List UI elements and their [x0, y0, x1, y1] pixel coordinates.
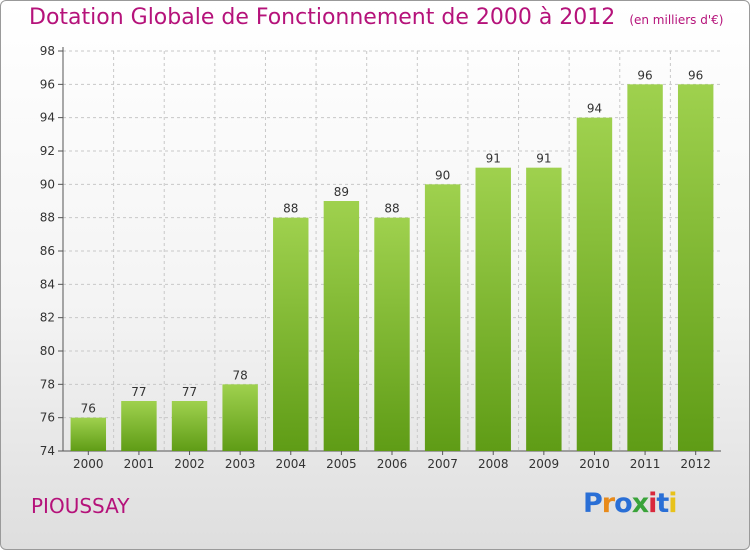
axes: 74 76 78 80 82 84 86 88 90 92 94 96 98 2000 2001 2002 20…	[40, 44, 721, 471]
bar-2006	[374, 217, 410, 451]
logo-letter: t	[656, 488, 669, 519]
data-label-2006: 88	[384, 202, 399, 216]
bar-2003	[222, 384, 258, 451]
data-labels: 76 77 77 78 88 89 88 90 91 91 94 96 96	[81, 68, 704, 415]
y-tick-label: 90	[40, 177, 55, 191]
x-tick-label-2011: 2011	[630, 457, 661, 471]
x-tick-label-2008: 2008	[478, 457, 509, 471]
data-label-2003: 78	[233, 368, 248, 382]
bar-2001	[121, 401, 157, 451]
y-tick-label: 98	[40, 44, 55, 58]
data-label-2001: 77	[131, 385, 146, 399]
x-tick-label-2009: 2009	[529, 457, 560, 471]
x-tick-label-2010: 2010	[579, 457, 610, 471]
data-label-2009: 91	[536, 152, 551, 166]
logo-letter: P	[583, 488, 603, 519]
x-tick-label-2000: 2000	[73, 457, 104, 471]
x-tick-label-2001: 2001	[124, 457, 155, 471]
bar-2007	[424, 184, 461, 452]
bar-2002	[171, 401, 208, 451]
bar-2005	[323, 201, 360, 451]
data-label-2004: 88	[283, 202, 298, 216]
y-tick-label: 92	[40, 144, 55, 158]
x-tick-label-2005: 2005	[326, 457, 357, 471]
data-label-2011: 96	[637, 68, 652, 82]
logo-letter: r	[601, 488, 615, 519]
y-tick-label: 88	[40, 211, 55, 225]
x-tick-label-2002: 2002	[174, 457, 205, 471]
y-tick-label: 78	[40, 377, 55, 391]
bar-2004	[273, 217, 309, 451]
logo-letter: o	[614, 488, 633, 519]
x-tick-label-2003: 2003	[225, 457, 256, 471]
proxiti-logo[interactable]: Proxiti	[583, 488, 678, 519]
data-label-2008: 91	[486, 152, 501, 166]
y-tick-label: 94	[40, 111, 55, 125]
y-tick-label: 96	[40, 77, 55, 91]
bar-2012	[677, 84, 714, 451]
chart-subtitle: (en milliers d'€)	[629, 13, 724, 27]
bar-2011	[627, 84, 663, 451]
bar-2009	[526, 167, 562, 451]
bar-2010	[576, 117, 613, 452]
chart-title: Dotation Globale de Fonctionnement de 20…	[29, 5, 723, 30]
town-name: PIOUSSAY	[31, 494, 130, 518]
bar-2008	[475, 167, 511, 451]
y-tick-label: 84	[40, 277, 55, 291]
y-tick-label: 74	[40, 444, 55, 458]
x-tick-label-2012: 2012	[680, 457, 711, 471]
x-tick-label-2007: 2007	[427, 457, 458, 471]
y-tick-label: 76	[40, 411, 55, 425]
chart-title-text: Dotation Globale de Fonctionnement de 20…	[29, 5, 616, 30]
x-tick-label-2006: 2006	[377, 457, 408, 471]
data-label-2000: 76	[81, 402, 96, 416]
data-label-2007: 90	[435, 168, 450, 182]
y-tick-label: 80	[40, 344, 55, 358]
data-label-2010: 94	[587, 102, 602, 116]
logo-letter: i	[648, 488, 657, 519]
data-label-2012: 96	[688, 68, 703, 82]
logo-letter: i	[668, 488, 677, 519]
y-tick-label: 82	[40, 311, 55, 325]
x-tick-label-2004: 2004	[275, 457, 306, 471]
data-label-2002: 77	[182, 385, 197, 399]
logo-letter: x	[631, 488, 649, 519]
bars	[70, 84, 714, 452]
y-tick-label: 86	[40, 244, 55, 258]
data-label-2005: 89	[334, 185, 349, 199]
bar-2000	[70, 417, 107, 451]
